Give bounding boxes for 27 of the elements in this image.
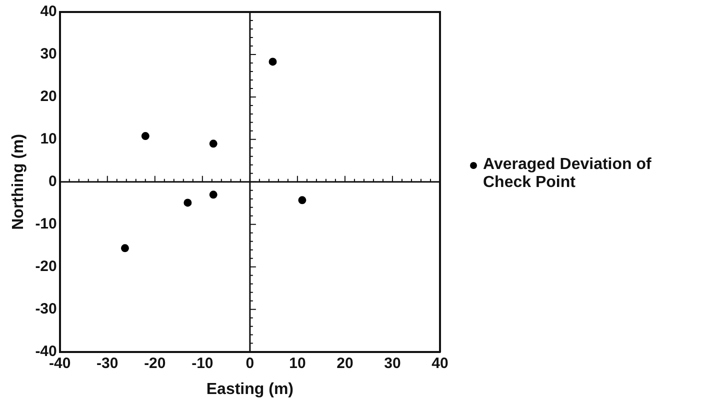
point xyxy=(209,140,218,148)
y-axis-title: Northing (m) xyxy=(10,134,28,230)
x-axis-title: Easting (m) xyxy=(206,380,294,398)
y-tick-label: -10 xyxy=(35,216,57,233)
point xyxy=(268,58,277,66)
point xyxy=(209,190,218,199)
y-tick-label: -30 xyxy=(35,300,57,318)
y-tick-label: 0 xyxy=(48,173,57,190)
y-tick-label: 40 xyxy=(40,3,57,20)
x-tick-label: -10 xyxy=(192,354,214,372)
y-tick-label: -40 xyxy=(35,342,57,360)
x-tick-label: 0 xyxy=(246,354,254,372)
y-tick-label: -20 xyxy=(35,258,57,275)
y-tick-label: 10 xyxy=(40,130,57,148)
point xyxy=(120,244,129,252)
point xyxy=(184,198,192,207)
point xyxy=(298,196,306,204)
y-tick-label: 30 xyxy=(40,46,57,63)
x-tick-label: 40 xyxy=(432,354,448,372)
legend-label: Averaged Deviation of Check Point xyxy=(483,156,652,192)
y-tick-label: 20 xyxy=(40,88,57,106)
x-tick-label: -20 xyxy=(144,354,166,372)
x-tick-label: -30 xyxy=(96,354,118,372)
point xyxy=(141,132,150,140)
x-tick-label: 10 xyxy=(289,354,306,372)
x-tick-label: 20 xyxy=(336,354,354,372)
x-tick-label: 30 xyxy=(384,354,401,372)
